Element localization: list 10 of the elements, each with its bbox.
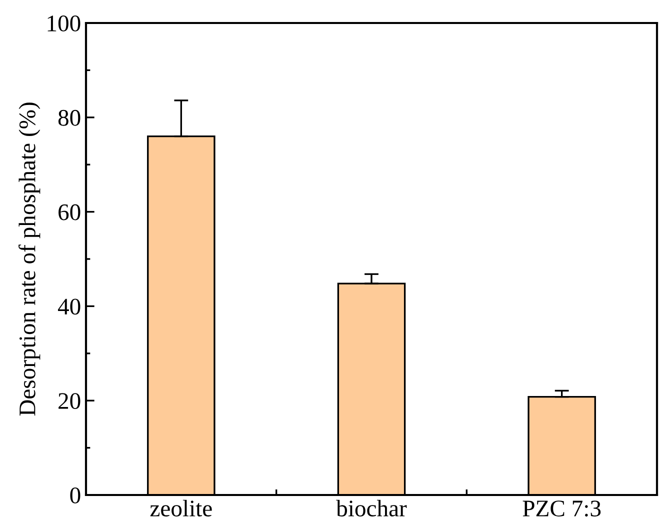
y-tick-label: 0 [70, 487, 80, 504]
y-tick-label: 60 [58, 204, 80, 220]
y-tick-label: 40 [58, 298, 80, 315]
y-axis-title: Desorption rate of phosphate (%) [18, 102, 40, 416]
y-tick-label: 80 [58, 110, 80, 126]
y-tick-label: 100 [48, 15, 80, 32]
x-tick-label: zeolite [150, 500, 212, 516]
x-tick-label: biochar [336, 500, 407, 516]
y-tick-label: 20 [58, 393, 80, 410]
x-tick-label: PZC 7:3 [522, 500, 601, 517]
